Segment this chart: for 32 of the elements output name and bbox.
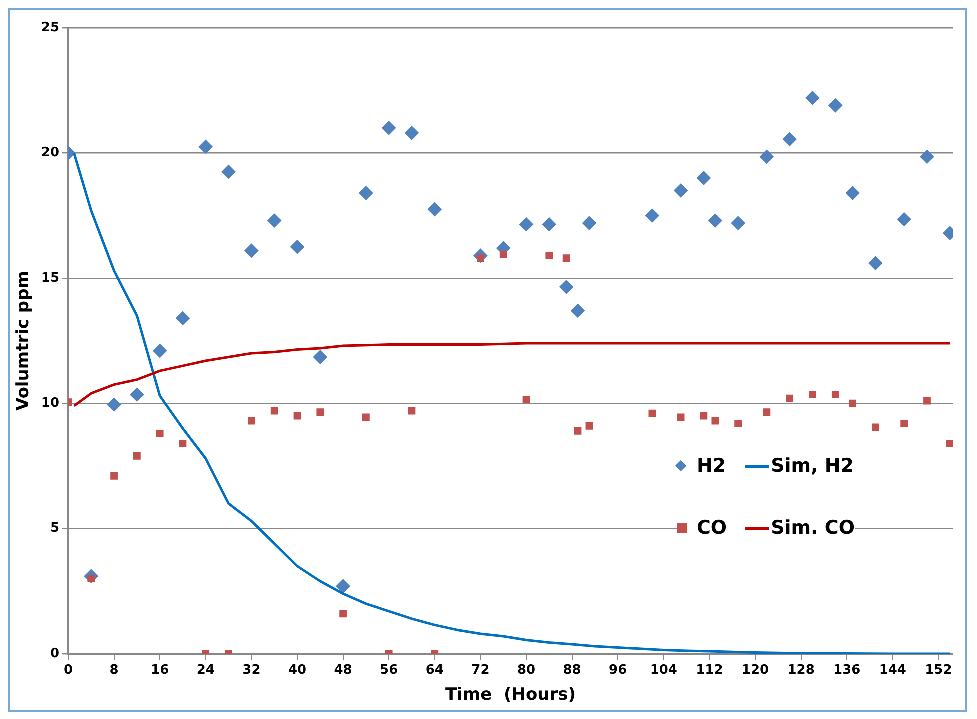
x-tick-label: 96 <box>609 663 628 678</box>
x-tick-label: 56 <box>380 663 398 678</box>
x-tick-label: 40 <box>288 663 307 678</box>
x-tick-label: 88 <box>563 663 582 678</box>
x-tick-label: 0 <box>64 663 74 678</box>
x-tick-label: 24 <box>196 663 215 678</box>
x-tick-label: 72 <box>472 663 490 678</box>
y-tick-label: 5 <box>50 521 60 536</box>
x-tick-label: 64 <box>426 663 444 678</box>
x-tick-label: 152 <box>925 663 952 678</box>
x-tick-label: 8 <box>110 663 119 678</box>
x-tick-label: 112 <box>696 663 724 678</box>
y-tick-label: 0 <box>50 646 60 662</box>
legend-label: Sim, H2 <box>771 455 854 477</box>
y-tick-label: 15 <box>41 270 60 286</box>
x-tick-label: 128 <box>788 663 815 678</box>
x-tick-label: 48 <box>334 663 352 678</box>
x-tick-label: 144 <box>879 663 906 678</box>
y-tick-label: 20 <box>41 146 60 161</box>
legend-label: Sim. CO <box>771 517 855 539</box>
x-axis-title: Time (Hours) <box>445 685 576 706</box>
y-tick-label: 25 <box>41 20 60 36</box>
x-tick-label: 16 <box>151 663 170 678</box>
y-axis-title: Volumtric ppm <box>14 271 34 411</box>
x-tick-label: 104 <box>650 663 678 678</box>
x-tick-label: 120 <box>742 663 770 678</box>
legend-label: CO <box>696 517 728 539</box>
x-tick-label: 32 <box>242 663 261 678</box>
x-tick-label: 136 <box>834 663 861 678</box>
y-tick-label: 10 <box>41 396 60 411</box>
x-tick-label: 80 <box>517 663 536 678</box>
legend-label: H2 <box>696 455 726 477</box>
